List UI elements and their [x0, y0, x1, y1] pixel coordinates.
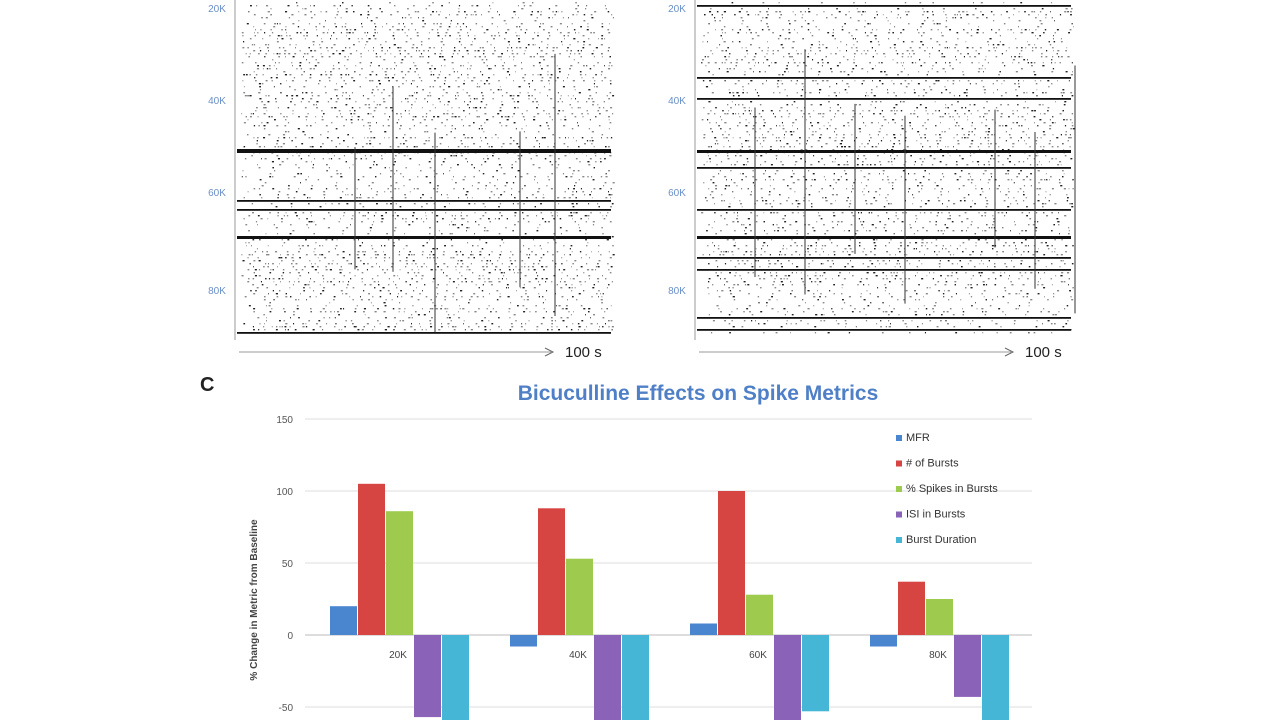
time-scale-label: 100 s	[1025, 344, 1062, 361]
bar--of-bursts	[358, 483, 385, 635]
bar--of-bursts	[538, 508, 565, 635]
bar--of-bursts	[718, 491, 745, 635]
bar-burst-duration	[622, 635, 649, 720]
legend-label: # of Bursts	[906, 458, 959, 470]
x-tick-label: 60K	[749, 650, 767, 661]
raster-spikes	[697, 2, 1075, 334]
legend-swatch	[896, 486, 902, 492]
chart-title: Bicuculline Effects on Spike Metrics	[518, 382, 879, 405]
raster-row-label: 20K	[208, 4, 226, 15]
raster-spikes	[237, 2, 615, 334]
raster-plot-right: 20K 40K 60K 80K 100 s	[655, 0, 1095, 365]
raster-row-label: 80K	[208, 286, 226, 297]
y-tick-label: 150	[276, 415, 293, 426]
panel-label: C	[200, 374, 215, 396]
bar-burst-duration	[442, 635, 469, 720]
y-tick-label: 50	[282, 559, 294, 570]
bar-mfr	[870, 635, 897, 647]
bar--spikes-in-bursts	[566, 558, 593, 635]
bar--spikes-in-bursts	[386, 511, 413, 635]
x-tick-label: 80K	[929, 650, 947, 661]
y-axis-label: % Change in Metric from Baseline	[249, 519, 260, 681]
bar-isi-in-bursts	[414, 635, 441, 718]
legend-swatch	[896, 537, 902, 543]
legend-label: MFR	[906, 432, 930, 444]
legend-swatch	[896, 460, 902, 467]
bar-isi-in-bursts	[954, 635, 981, 697]
raster-plot-left-canvas: 20K 40K 60K 80K 100 s	[208, 0, 615, 361]
bar-mfr	[690, 623, 717, 635]
x-tick-label: 40K	[569, 650, 587, 661]
raster-row-label: 80K	[668, 286, 686, 297]
y-tick-label: 0	[287, 631, 293, 642]
raster-row-label: 60K	[208, 188, 226, 199]
raster-plot-left: 20K 40K 60K 80K 100 s	[195, 0, 635, 365]
bar-isi-in-bursts	[594, 635, 621, 720]
bar--spikes-in-bursts	[746, 594, 773, 635]
raster-separator	[237, 236, 611, 239]
legend-label: Burst Duration	[906, 534, 976, 546]
raster-plot-right-canvas: 20K 40K 60K 80K 100 s	[668, 0, 1076, 361]
raster-separator	[697, 150, 1071, 153]
bar-isi-in-bursts	[774, 635, 801, 720]
legend-label: % Spikes in Bursts	[906, 483, 998, 495]
bar-mfr	[330, 606, 357, 635]
bar-burst-duration	[802, 635, 829, 712]
raster-separator	[237, 150, 611, 153]
raster-row-label: 40K	[208, 96, 226, 107]
bar--of-bursts	[898, 581, 925, 635]
raster-separator	[697, 236, 1071, 239]
legend-label: ISI in Bursts	[906, 509, 966, 521]
y-tick-label: 100	[276, 487, 293, 498]
bar-burst-duration	[982, 635, 1009, 720]
y-tick-label: -50	[279, 703, 294, 714]
raster-row-label: 20K	[668, 4, 686, 15]
legend-swatch	[896, 435, 902, 441]
raster-row-label: 40K	[668, 96, 686, 107]
x-tick-label: 20K	[389, 650, 407, 661]
bar-mfr	[510, 635, 537, 647]
legend-swatch	[896, 511, 902, 518]
time-scale-label: 100 s	[565, 344, 602, 361]
bar--spikes-in-bursts	[926, 599, 953, 635]
raster-row-label: 60K	[668, 188, 686, 199]
